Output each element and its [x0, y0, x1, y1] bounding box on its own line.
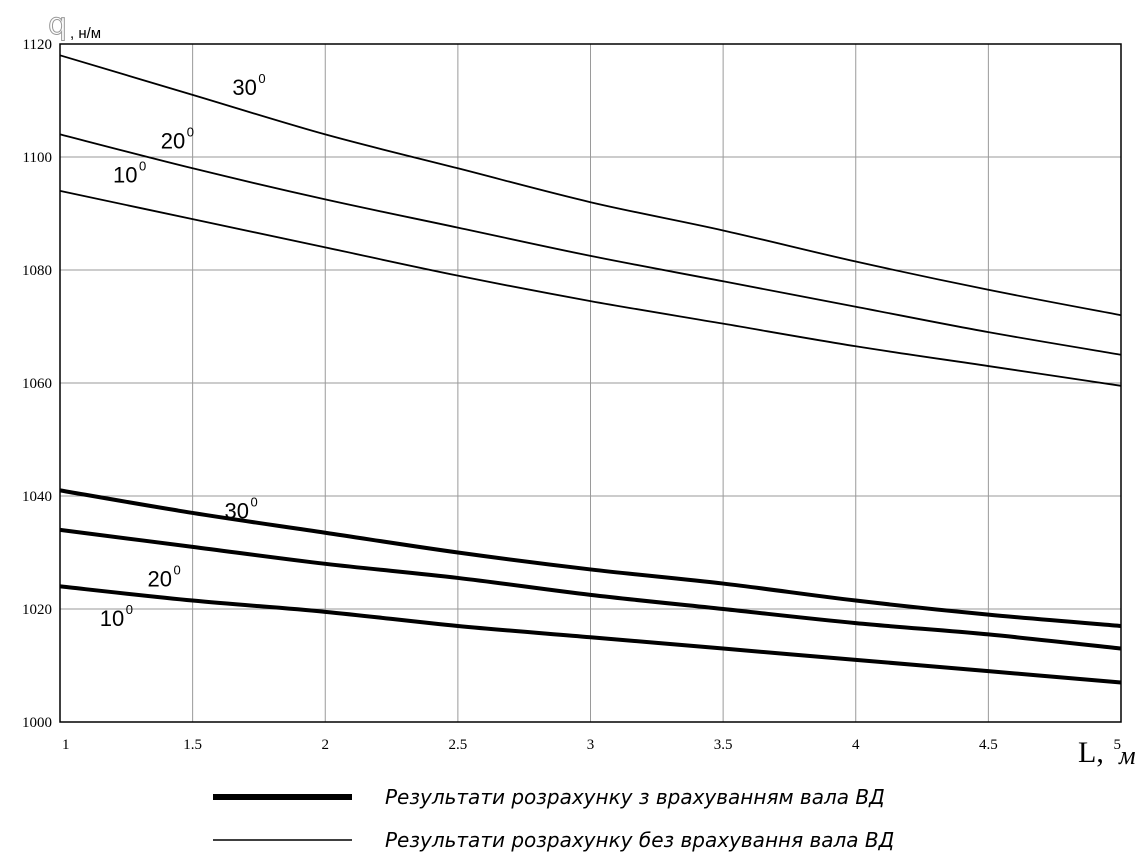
- curve-label-degree: 0: [139, 158, 146, 173]
- y-tick-label: 1100: [23, 150, 52, 166]
- legend-label-with: Результати розрахунку з врахуванням вала…: [385, 785, 885, 809]
- series-line-without-30: [59, 54, 1122, 317]
- y-axis-label: q , н/м: [48, 7, 102, 43]
- x-axis-label: L, м: [1078, 736, 1136, 770]
- x-tick-label: 4: [852, 737, 860, 753]
- x-tick-label: 3.5: [714, 737, 733, 753]
- legend: Результати розрахунку з врахуванням вала…: [213, 785, 894, 852]
- plot-frame: [59, 43, 1122, 723]
- series-line-with-30: [59, 488, 1122, 628]
- series-line-with-10: [59, 584, 1122, 685]
- y-tick-label: 1000: [22, 715, 52, 731]
- curve-label-without-30: 30: [232, 75, 256, 100]
- curve-labels: 30 020 010 030 020 010 0: [100, 71, 266, 631]
- x-tick-label: 2: [322, 737, 330, 753]
- legend-label-without: Результати розрахунку без врахування вал…: [385, 828, 894, 852]
- series-line-with-20: [59, 527, 1122, 651]
- y-tick-label: 1080: [22, 263, 52, 279]
- y-tick-label: 1120: [23, 37, 52, 53]
- grid-layer: [59, 43, 1122, 723]
- curve-label-with-10: 10: [100, 606, 124, 631]
- curve-label-without-10: 10: [113, 162, 137, 187]
- y-axis-symbol: q: [48, 7, 67, 42]
- series-line-without-20: [59, 133, 1122, 356]
- curve-label-degree: 0: [258, 71, 265, 86]
- curve-label-with-20: 20: [148, 566, 172, 591]
- x-axis-unit: м: [1118, 741, 1136, 770]
- x-tick-label: 5: [1114, 737, 1122, 753]
- curve-label-degree: 0: [250, 495, 257, 510]
- curve-label-degree: 0: [174, 562, 181, 577]
- x-tick-label: 1: [62, 737, 70, 753]
- curve-label-degree: 0: [187, 125, 194, 140]
- x-tick-label: 2.5: [449, 737, 468, 753]
- curve-label-with-30: 30: [224, 499, 248, 524]
- y-tick-label: 1040: [22, 489, 52, 505]
- y-tick-label: 1020: [22, 602, 52, 618]
- x-tick-label: 3: [587, 737, 595, 753]
- series-line-without-10: [59, 190, 1122, 387]
- x-tick-label: 1.5: [183, 737, 202, 753]
- curve-label-degree: 0: [126, 602, 133, 617]
- tick-labels: 1 1.5 2 2.5 3 3.5 4 4.5 510001020104010601080110…: [22, 37, 1121, 753]
- y-tick-label: 1060: [22, 376, 52, 392]
- x-axis-symbol: L,: [1078, 736, 1104, 769]
- y-axis-unit: , н/м: [70, 25, 101, 42]
- curve-label-without-20: 20: [161, 129, 185, 154]
- x-tick-label: 4.5: [979, 737, 998, 753]
- series-layer: [59, 54, 1122, 685]
